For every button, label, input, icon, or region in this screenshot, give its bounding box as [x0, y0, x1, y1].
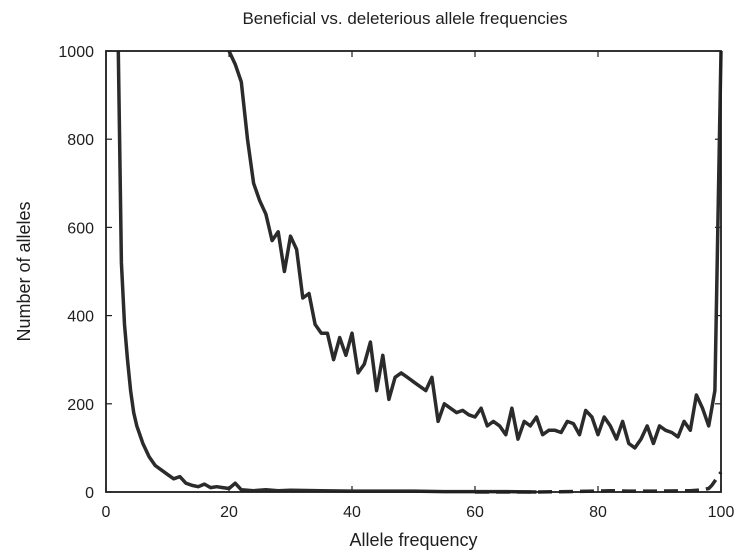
series-line-1: [227, 50, 723, 450]
x-tick-label: 100: [708, 504, 735, 521]
chart-title: Beneficial vs. deleterious allele freque…: [242, 9, 567, 28]
y-tick-label: 1000: [58, 44, 94, 61]
x-tick-label: 20: [220, 504, 238, 521]
series-layer: [116, 50, 723, 494]
y-axis-label: Number of alleles: [14, 201, 34, 341]
y-tick-label: 600: [67, 220, 94, 237]
x-tick-label: 40: [343, 504, 361, 521]
x-tick-label: 60: [466, 504, 484, 521]
y-tick-label: 400: [67, 309, 94, 326]
x-tick-label: 80: [589, 504, 607, 521]
plot-frame: [105, 50, 722, 493]
series-line-2: [116, 50, 537, 494]
y-tick-label: 200: [67, 397, 94, 414]
x-tick-label: 0: [102, 504, 111, 521]
x-axis-label: Allele frequency: [349, 530, 477, 550]
y-tick-label: 800: [67, 132, 94, 149]
y-tick-label: 0: [85, 485, 94, 502]
